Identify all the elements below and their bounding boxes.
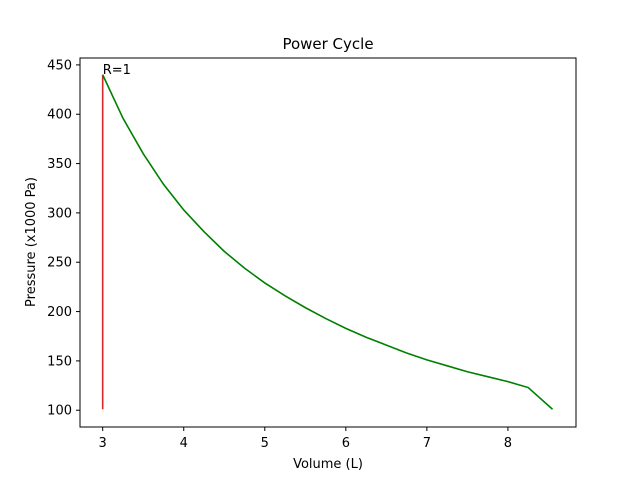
y-axis: 100 150 200 250 300 350 400 450 [47, 58, 80, 419]
annotation-layer: R=1 [103, 63, 131, 78]
plot-frame [79, 57, 577, 428]
y-tick-label: 150 [47, 354, 72, 369]
y-tick-label: 450 [47, 58, 72, 73]
chart-title: Power Cycle [282, 35, 373, 53]
y-tick-label: 350 [47, 157, 72, 172]
series-layer [101, 74, 554, 410]
x-tick-label: 6 [342, 436, 350, 451]
x-tick-label: 7 [423, 436, 431, 451]
y-tick-label: 250 [47, 256, 72, 271]
plot-area [80, 58, 576, 427]
x-tick-label: 8 [504, 436, 512, 451]
x-tick-label: 3 [99, 436, 107, 451]
x-tick-label: 5 [261, 436, 269, 451]
y-tick-label: 200 [47, 305, 72, 320]
y-axis-label: Pressure (x1000 Pa) [24, 177, 39, 307]
x-tick-label: 4 [180, 436, 188, 451]
y-tick-label: 100 [47, 404, 72, 419]
x-axis: 3 4 5 6 7 8 [99, 427, 512, 451]
y-tick-label: 400 [47, 108, 72, 123]
y-tick-label: 300 [47, 206, 72, 221]
x-axis-label: Volume (L) [293, 457, 363, 472]
series-line-1 [101, 74, 554, 410]
annotation-label: R=1 [103, 63, 131, 78]
